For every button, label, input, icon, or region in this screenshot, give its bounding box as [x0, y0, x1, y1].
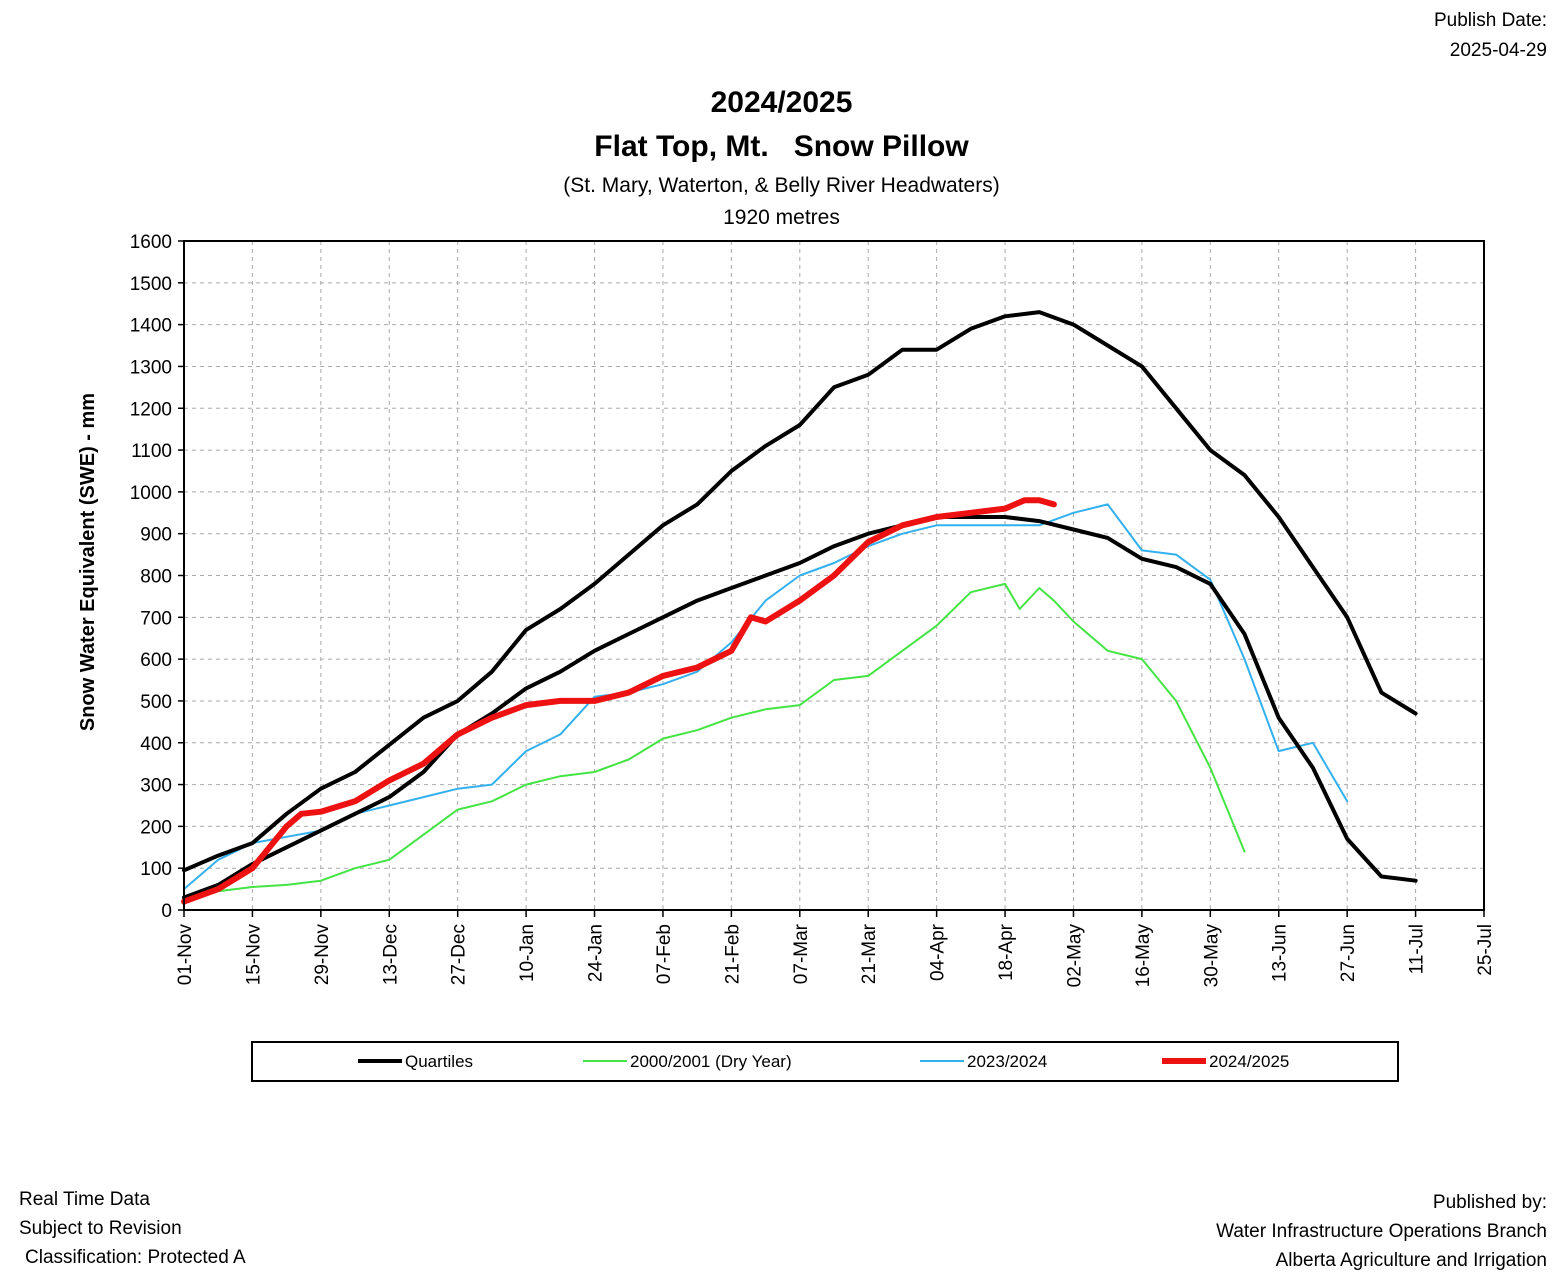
footer-published-by: Published by:	[1432, 1192, 1547, 1213]
y-tick-label: 1300	[130, 357, 172, 378]
publish-info: Publish Date: 2025-04-29	[1434, 6, 1547, 66]
chart-subtitle: Flat Top, Mt. Snow Pillow	[594, 130, 969, 163]
legend-label: 2023/2024	[967, 1052, 1047, 1071]
y-tick-label: 500	[140, 692, 172, 713]
x-tick-label: 13-Dec	[380, 924, 401, 985]
x-tick-label: 01-Nov	[175, 924, 196, 986]
y-tick-label: 300	[140, 776, 172, 797]
chart-title: 2024/2025	[710, 86, 853, 119]
chart-lines	[181, 310, 1418, 905]
chart-subtitle-elevation: 1920 metres	[723, 206, 840, 229]
footer-branch: Water Infrastructure Operations Branch	[1216, 1221, 1547, 1242]
series-line	[182, 515, 1418, 900]
x-tick-label: 27-Jun	[1338, 924, 1359, 982]
x-tick-label: 18-Apr	[996, 923, 1017, 981]
y-tick-label: 100	[140, 859, 172, 880]
x-tick-label: 30-May	[1201, 924, 1222, 988]
x-tick-label: 10-Jan	[517, 924, 538, 982]
chart-subtitle-basin: (St. Mary, Waterton, & Belly River Headw…	[563, 174, 1000, 197]
x-tick-label: 29-Nov	[312, 924, 333, 986]
x-tick-label: 13-Jun	[1270, 924, 1291, 982]
legend-label: 2000/2001 (Dry Year)	[630, 1052, 792, 1071]
series-line	[183, 582, 1246, 901]
legend-label: 2024/2025	[1209, 1052, 1289, 1071]
y-axis-label: Snow Water Equivalent (SWE) - mm	[77, 393, 99, 731]
y-tick-label: 800	[140, 567, 172, 588]
footer-ministry: Alberta Agriculture and Irrigation	[1275, 1250, 1547, 1271]
x-tick-label: 27-Dec	[449, 924, 470, 985]
chart-grid	[184, 241, 1484, 910]
x-tick-label: 15-Nov	[243, 924, 264, 986]
series-line	[181, 497, 1057, 905]
x-tick-label: 11-Jul	[1407, 924, 1428, 974]
y-axis: 0 100 200 300 400 500 600 700 800 900 1000 1100 1200…	[130, 232, 184, 922]
legend-label: Quartiles	[405, 1052, 473, 1071]
x-tick-label: 04-Apr	[928, 923, 949, 981]
y-tick-label: 900	[140, 525, 172, 546]
y-tick-label: 0	[161, 901, 172, 922]
x-tick-label: 21-Feb	[722, 924, 743, 984]
x-axis: 01-Nov 15-Nov 29-Nov 13-Dec 27-Dec 10-Jan 24-J…	[175, 910, 1496, 987]
series-line	[182, 310, 1418, 873]
x-tick-label: 07-Mar	[791, 923, 812, 984]
x-tick-label: 16-May	[1133, 924, 1154, 988]
y-tick-label: 700	[140, 608, 172, 629]
y-tick-label: 1000	[130, 483, 172, 504]
y-tick-label: 200	[140, 817, 172, 838]
footer-realtime: Real Time Data	[19, 1189, 150, 1210]
x-tick-label: 21-Mar	[859, 923, 880, 984]
footer-revision: Subject to Revision	[19, 1218, 182, 1239]
y-tick-label: 1200	[130, 399, 172, 420]
series-line	[183, 503, 1349, 891]
y-tick-label: 1600	[130, 232, 172, 253]
y-tick-label: 400	[140, 734, 172, 755]
publish-label: Publish Date:	[1433, 10, 1547, 31]
y-tick-label: 600	[140, 650, 172, 671]
x-tick-label: 25-Jul	[1475, 924, 1496, 976]
y-tick-label: 1100	[131, 441, 172, 462]
y-tick-label: 1500	[130, 274, 172, 295]
x-tick-label: 02-May	[1064, 924, 1085, 988]
legend: Quartiles 2000/2001 (Dry Year) 2023/2024 20…	[251, 1041, 1399, 1082]
publish-date: 2025-04-29	[1449, 40, 1547, 61]
x-tick-label: 24-Jan	[586, 924, 607, 982]
y-tick-label: 1400	[130, 316, 172, 337]
legend-box	[251, 1041, 1399, 1082]
footer-classification: Classification: Protected A	[25, 1247, 246, 1268]
footer-right: Published by: Water Infrastructure Opera…	[1216, 1188, 1547, 1275]
x-tick-label: 07-Feb	[654, 924, 675, 984]
footer-left: Real Time Data Subject to Revision Class…	[19, 1185, 246, 1272]
